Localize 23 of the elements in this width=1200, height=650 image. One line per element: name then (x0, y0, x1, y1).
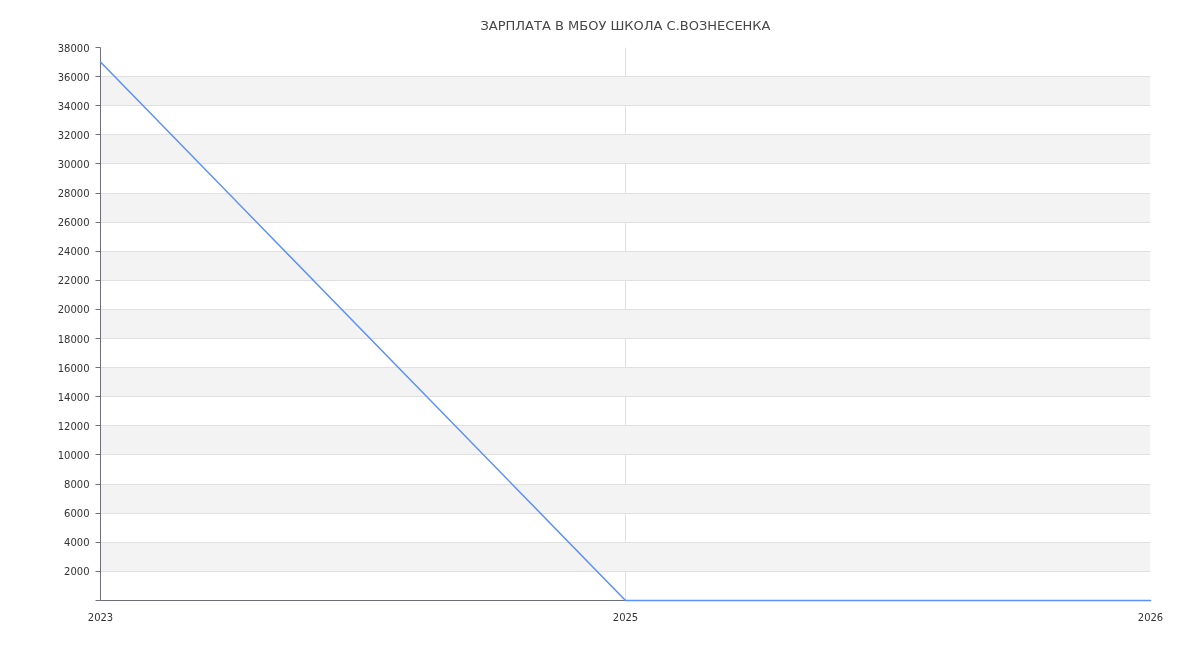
y-tick-label: 36000 (57, 71, 90, 83)
y-tick-label: 38000 (57, 42, 90, 54)
y-tick-label: 16000 (57, 362, 90, 374)
y-tick-label: 24000 (57, 246, 90, 258)
y-tick-label: 10000 (57, 449, 90, 461)
y-tick-label: 8000 (64, 479, 90, 491)
y-tick-label: 30000 (57, 158, 90, 170)
y-tick-label: 20000 (57, 304, 90, 316)
chart-title: ЗАРПЛАТА В МБОУ ШКОЛА С.ВОЗНЕСЕНКА (480, 17, 771, 33)
y-tick-label: 34000 (57, 100, 90, 112)
y-tick-label: 14000 (57, 391, 90, 403)
y-tick-label: 12000 (57, 420, 90, 432)
y-tick-label: 26000 (57, 217, 90, 229)
x-tick-label: 2026 (1137, 611, 1164, 623)
y-tick-label: 32000 (57, 129, 90, 141)
y-tick-label: 28000 (57, 188, 90, 200)
x-tick-label: 2023 (87, 611, 114, 623)
y-tick-label: 4000 (64, 537, 90, 549)
y-tick-label: 18000 (57, 333, 90, 345)
y-tick-label: 22000 (57, 275, 90, 287)
x-tick-label: 2025 (612, 611, 639, 623)
y-tick-label: 6000 (64, 508, 90, 520)
y-tick-label: 2000 (64, 566, 90, 578)
